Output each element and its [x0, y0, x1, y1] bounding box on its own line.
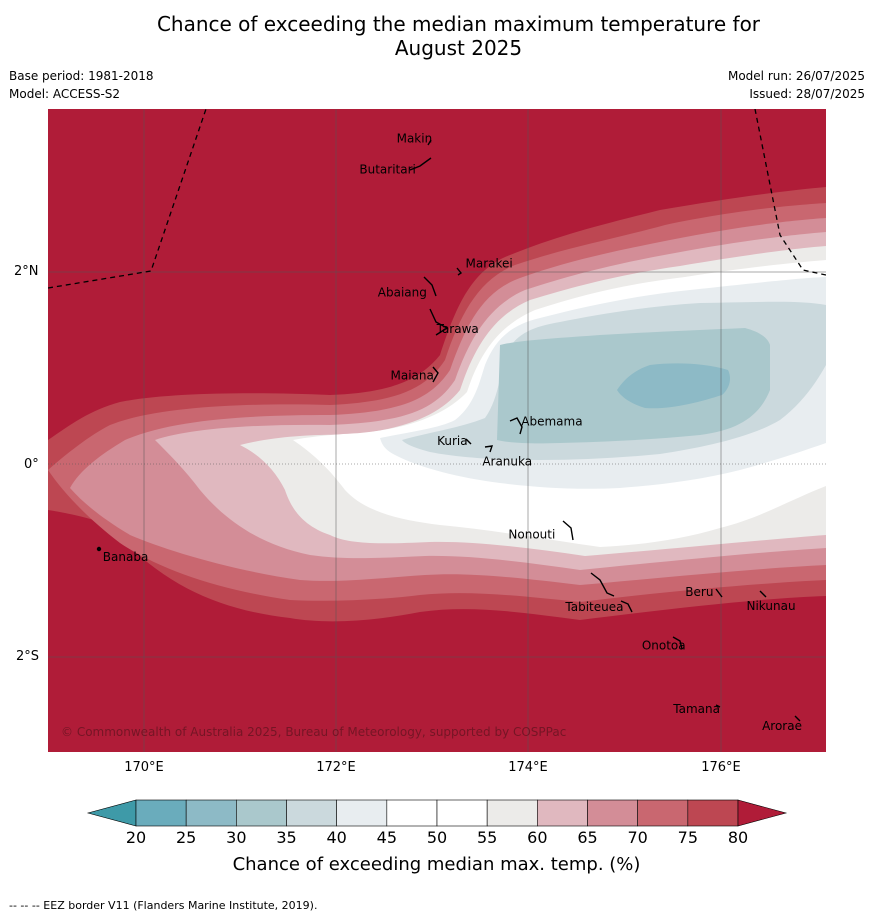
colorbar-under-arrow	[86, 799, 137, 827]
colorbar-bin-35	[286, 799, 337, 827]
issued-date: Issued: 28/07/2025	[749, 87, 865, 101]
colorbar-tick-70: 70	[627, 828, 648, 847]
colorbar-tick-50: 50	[426, 828, 448, 847]
colorbar-label: Chance of exceeding median max. temp. (%…	[232, 854, 641, 875]
colorbar-bin-70	[637, 799, 689, 827]
colorbar-bin-75	[687, 799, 739, 827]
place-label-tabiteuea: Tabiteuea	[564, 600, 623, 614]
colorbar	[86, 799, 788, 827]
colorbar-bin-20	[135, 799, 187, 827]
island-outlines	[96, 139, 801, 722]
place-label-marakei: Marakei	[466, 256, 513, 270]
colorbar-tick-35: 35	[276, 828, 297, 847]
place-label-tamana: Tamana	[672, 702, 720, 716]
lon-label-172e: 172°E	[316, 760, 356, 775]
place-labels: Makin Butaritari Marakei Abaiang Tarawa Maian…	[103, 132, 802, 734]
colorbar-bin-55	[486, 799, 538, 827]
place-label-nonouti: Nonouti	[508, 528, 555, 542]
title-line-2: August 2025	[394, 36, 523, 60]
eez-border	[48, 109, 826, 289]
colorbar-bin-25	[185, 799, 237, 827]
colorbar-tick-75: 75	[677, 828, 698, 847]
lon-label-176e: 176°E	[701, 760, 741, 775]
lat-label-2n: 2°N	[14, 264, 39, 279]
copyright-text: © Commonwealth of Australia 2025, Bureau…	[61, 725, 566, 739]
place-label-tarawa: Tarawa	[436, 322, 479, 336]
place-label-maiana: Maiana	[391, 368, 434, 382]
probability-contours	[48, 109, 826, 752]
colorbar-tick-55: 55	[476, 828, 498, 847]
title-line-1: Chance of exceeding the median maximum t…	[156, 12, 761, 36]
colorbar-bin-30	[236, 799, 287, 827]
place-label-aranuka: Aranuka	[482, 455, 532, 469]
map-title: Chance of exceeding the median maximum t…	[0, 12, 873, 60]
meta-left: Base period: 1981-2018 Model: ACCESS-S2	[9, 67, 154, 103]
graticule	[48, 109, 826, 752]
colorbar-bin-60	[537, 799, 588, 827]
lon-label-170e: 170°E	[124, 760, 164, 775]
colorbar-bin-65	[587, 799, 638, 827]
place-label-abaiang: Abaiang	[378, 286, 427, 300]
colorbar-tick-80: 80	[727, 828, 749, 847]
colorbar-tick-45: 45	[376, 828, 397, 847]
lon-label-174e: 174°E	[508, 760, 548, 775]
colorbar-tick-30: 30	[226, 828, 247, 847]
model-name: Model: ACCESS-S2	[9, 87, 121, 101]
place-label-arorae: Arorae	[762, 719, 802, 733]
place-label-nikunau: Nikunau	[746, 599, 795, 613]
eez-footer-note: -- -- -- EEZ border V11 (Flanders Marine…	[9, 899, 318, 912]
colorbar-tick-60: 60	[527, 828, 548, 847]
meta-right: Model run: 26/07/2025 Issued: 28/07/2025	[728, 67, 865, 103]
lat-label-0: 0°	[24, 457, 39, 472]
place-label-butaritari: Butaritari	[359, 163, 416, 177]
contour-30	[617, 363, 730, 409]
colorbar-over-arrow	[737, 799, 788, 827]
colorbar-tick-25: 25	[175, 828, 197, 847]
colorbar-bin-40	[336, 799, 388, 827]
place-label-banaba: Banaba	[103, 550, 149, 564]
place-label-onotoa: Onotoa	[642, 638, 686, 652]
place-label-beru: Beru	[685, 585, 713, 599]
place-label-abemama: Abemama	[521, 414, 582, 428]
colorbar-tick-20: 20	[125, 828, 147, 847]
colorbar-tick-65: 65	[577, 828, 598, 847]
place-label-makin: Makin	[397, 132, 433, 146]
place-label-kuria: Kuria	[437, 434, 468, 448]
colorbar-bin-45	[386, 799, 438, 827]
colorbar-bin-50	[436, 799, 488, 827]
colorbar-tick-40: 40	[326, 828, 347, 847]
model-run: Model run: 26/07/2025	[727, 69, 865, 83]
base-period: Base period: 1981-2018	[9, 69, 154, 83]
lat-label-2s: 2°S	[16, 649, 40, 664]
